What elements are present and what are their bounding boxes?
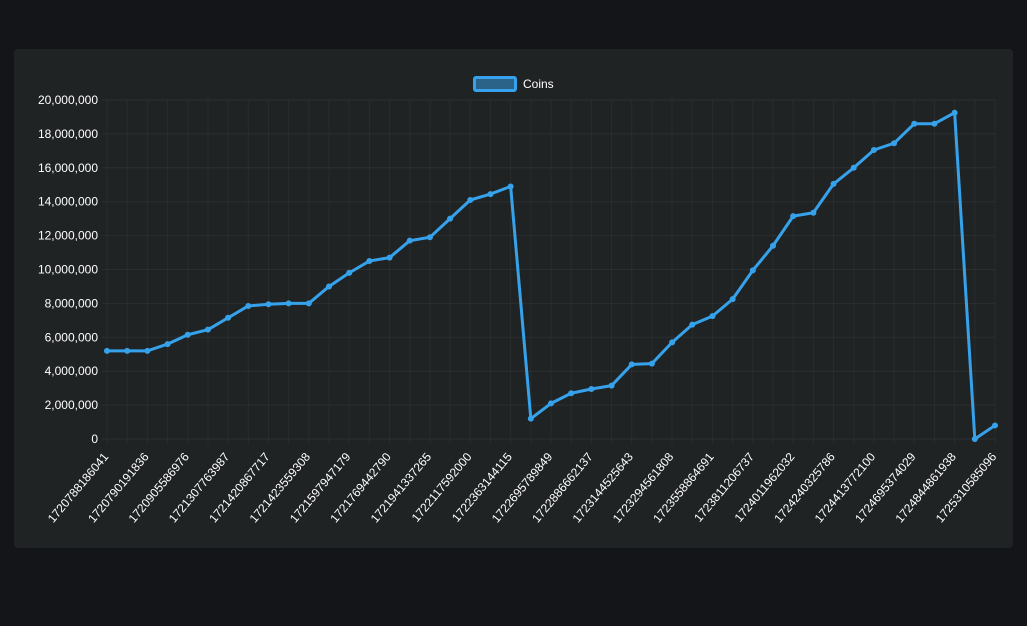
grid-lines [102,99,996,444]
data-point[interactable] [588,385,595,392]
data-point[interactable] [911,120,918,127]
data-point[interactable] [749,267,756,274]
data-point[interactable] [830,180,837,187]
data-point[interactable] [346,269,353,276]
data-point[interactable] [426,234,433,241]
data-point[interactable] [225,314,232,321]
y-tick-label: 10,000,000 [38,263,98,277]
data-point[interactable] [265,301,272,308]
data-point[interactable] [709,313,716,320]
data-point[interactable] [870,147,877,154]
x-axis-ticks: 1720788186041172079019183617209055869761… [45,450,1000,526]
y-tick-label: 20,000,000 [38,93,98,107]
data-point[interactable] [104,347,110,354]
data-point[interactable] [184,331,191,338]
data-point[interactable] [648,360,655,367]
data-point[interactable] [467,197,474,204]
y-tick-label: 18,000,000 [38,127,98,141]
legend[interactable]: Coins [473,76,554,92]
data-point[interactable] [245,302,252,309]
y-tick-label: 0 [91,432,98,446]
data-point[interactable] [507,183,514,190]
data-point[interactable] [305,300,312,307]
y-tick-label: 12,000,000 [38,229,98,243]
data-point[interactable] [447,215,454,222]
data-point[interactable] [951,109,958,116]
data-point[interactable] [204,326,211,333]
data-point[interactable] [689,321,696,328]
data-points [104,109,998,442]
chart-panel: 0 2,000,000 4,000,000 6,000,000 8,000,000 10,… [14,49,1013,548]
data-point[interactable] [366,258,373,265]
data-point[interactable] [770,242,776,249]
data-point[interactable] [487,191,494,198]
y-tick-label: 16,000,000 [38,161,98,175]
data-point[interactable] [790,213,797,220]
data-point[interactable] [669,339,676,346]
data-point[interactable] [548,400,554,407]
line-chart: 0 2,000,000 4,000,000 6,000,000 8,000,000 10,… [38,76,1000,526]
data-point[interactable] [144,347,151,354]
data-point[interactable] [931,120,938,127]
data-point[interactable] [285,300,292,307]
data-point[interactable] [124,347,131,354]
data-point[interactable] [527,415,534,422]
y-tick-label: 14,000,000 [38,195,98,209]
data-point[interactable] [386,254,393,261]
y-tick-label: 8,000,000 [45,296,99,310]
legend-label-coins[interactable]: Coins [523,77,554,91]
y-axis-ticks: 0 2,000,000 4,000,000 6,000,000 8,000,000 10,… [38,93,98,446]
data-point[interactable] [406,237,413,244]
y-tick-label: 6,000,000 [45,330,99,344]
data-point[interactable] [164,341,171,348]
legend-swatch-coins[interactable] [473,76,517,92]
data-point[interactable] [891,140,898,147]
data-point[interactable] [992,422,998,429]
data-point[interactable] [326,283,332,290]
data-point[interactable] [971,436,978,442]
data-point[interactable] [729,296,736,303]
data-point[interactable] [810,209,817,216]
y-tick-label: 4,000,000 [45,364,99,378]
data-point[interactable] [608,382,615,389]
data-point[interactable] [850,164,857,171]
data-point[interactable] [568,390,575,397]
data-point[interactable] [628,361,635,368]
y-tick-label: 2,000,000 [45,398,99,412]
